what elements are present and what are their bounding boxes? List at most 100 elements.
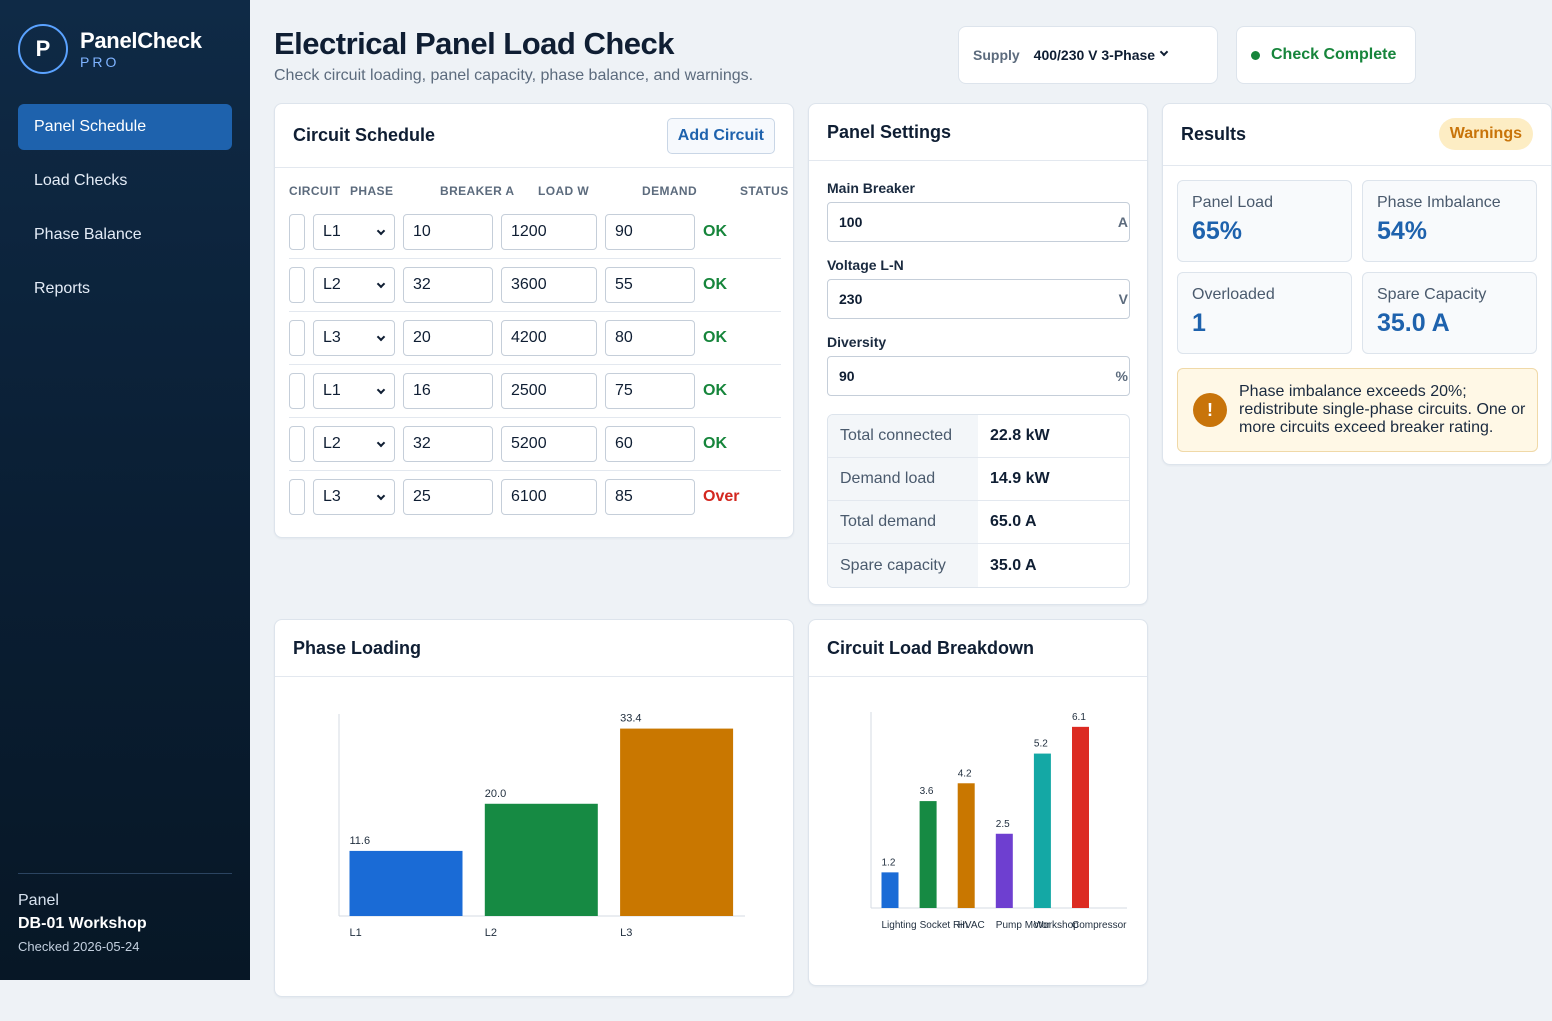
status-text: OK — [703, 382, 727, 399]
status-text: OK — [703, 435, 727, 452]
app-name: PanelCheck — [80, 28, 202, 53]
sidebar-nav: Panel Schedule Load Checks Phase Balance… — [18, 104, 232, 320]
status-text: OK — [703, 276, 727, 293]
panel-info: Panel DB-01 Workshop Checked 2026-05-24 — [18, 873, 232, 954]
add-circuit-button[interactable]: Add Circuit — [666, 118, 775, 154]
phase-select[interactable]: L3 — [313, 320, 395, 356]
results-title: Results — [1181, 124, 1247, 144]
demand-input[interactable]: 75 — [605, 373, 695, 409]
main-breaker-unit: A — [1117, 214, 1128, 230]
phase-select[interactable]: L1 — [313, 214, 395, 250]
phase-loading-chart: 11.6 L1 20.0 L2 33.4 L3 — [338, 713, 745, 939]
panel-info-label: Panel — [18, 892, 59, 909]
summary-value: 22.8 kW — [990, 427, 1050, 444]
phase-select[interactable]: L2 — [313, 267, 395, 303]
phase-select[interactable]: L3 — [313, 479, 395, 515]
phase-value: L2 — [323, 276, 341, 293]
col-breaker: BREAKER A — [440, 184, 515, 198]
warning-text: Phase imbalance exceeds 20%; redistribut… — [1239, 383, 1526, 436]
summary-key: Spare capacity — [828, 544, 978, 587]
metric-value: 54% — [1377, 217, 1428, 245]
load-input[interactable]: 4200 — [501, 320, 597, 356]
page-title: Electrical Panel Load Check — [274, 26, 675, 61]
breaker-input[interactable]: 32 — [403, 426, 493, 462]
circuit-name-input[interactable] — [289, 320, 305, 356]
diversity-value: 90 — [839, 368, 855, 384]
metric-value: 65% — [1192, 217, 1243, 245]
demand-input[interactable]: 55 — [605, 267, 695, 303]
data-label: 5.2 — [1034, 739, 1048, 750]
phase-value: L1 — [323, 223, 341, 240]
panel-settings-title: Panel Settings — [827, 121, 952, 142]
metric-panel-load: Panel Load 65% — [1177, 180, 1352, 262]
breaker-input[interactable]: 32 — [403, 267, 493, 303]
summary-key: Total demand — [828, 501, 978, 543]
table-row: L1 16 2500 75 OK — [289, 365, 781, 418]
breaker-input[interactable]: 25 — [403, 479, 493, 515]
load-input[interactable]: 5200 — [501, 426, 597, 462]
demand-input[interactable]: 85 — [605, 479, 695, 515]
circuit-name-input[interactable] — [289, 373, 305, 409]
data-label: 33.4 — [620, 713, 641, 725]
metric-label: Spare Capacity — [1377, 286, 1487, 303]
data-label: 1.2 — [882, 857, 896, 868]
diversity-input[interactable]: 90 % — [827, 356, 1130, 396]
nav-item-phase-balance[interactable]: Phase Balance — [34, 226, 142, 243]
breaker-input[interactable]: 20 — [403, 320, 493, 356]
col-phase: PHASE — [350, 184, 394, 198]
status-text: OK — [703, 329, 727, 346]
metric-spare-capacity: Spare Capacity 35.0 A — [1362, 272, 1537, 354]
phase-select[interactable]: L2 — [313, 426, 395, 462]
voltage-label: Voltage L-N — [827, 257, 904, 273]
nav-item-load-checks[interactable]: Load Checks — [34, 172, 128, 189]
load-input[interactable]: 6100 — [501, 479, 597, 515]
check-status: Check Complete — [1236, 26, 1416, 84]
load-input[interactable]: 1200 — [501, 214, 597, 250]
load-input[interactable]: 3600 — [501, 267, 597, 303]
checked-date: Checked 2026-05-24 — [18, 939, 140, 954]
circuit-name-input[interactable] — [289, 267, 305, 303]
tick-label: L1 — [350, 927, 362, 939]
nav-item-panel-schedule[interactable]: Panel Schedule — [18, 104, 232, 150]
breaker-input[interactable]: 10 — [403, 214, 493, 250]
circuit-name-input[interactable] — [289, 479, 305, 515]
panel-settings-card: Panel Settings Main Breaker 100 A Voltag… — [808, 103, 1148, 605]
metric-overloaded: Overloaded 1 — [1177, 272, 1352, 354]
demand-input[interactable]: 90 — [605, 214, 695, 250]
summary-row: Total connected 22.8 kW — [828, 415, 1129, 458]
metric-label: Phase Imbalance — [1377, 194, 1501, 211]
nav-item-reports[interactable]: Reports — [34, 280, 91, 297]
circuit-name-input[interactable] — [289, 214, 305, 250]
demand-input[interactable]: 60 — [605, 426, 695, 462]
phase-loading-card: Phase Loading 11.6 L1 20.0 L2 33.4 L3 — [274, 619, 794, 997]
circuit-name-input[interactable] — [289, 426, 305, 462]
supply-selector[interactable]: Supply 400/230 V 3-Phase — [958, 26, 1218, 84]
col-demand: DEMAND — [642, 184, 698, 198]
tick-label: L3 — [620, 927, 632, 939]
metric-label: Overloaded — [1192, 286, 1275, 303]
phase-value: L3 — [323, 488, 341, 505]
tick-label: Compressor — [1072, 920, 1127, 931]
app-logo: P — [18, 24, 68, 74]
chevron-down-icon — [376, 438, 386, 448]
voltage-input[interactable]: 230 V — [827, 279, 1130, 319]
panel-name: DB-01 Workshop — [18, 915, 147, 932]
app-tier: PRO — [80, 54, 120, 70]
demand-input[interactable]: 80 — [605, 320, 695, 356]
circuit-breakdown-title: Circuit Load Breakdown — [827, 637, 1035, 658]
col-circuit: CIRCUIT — [289, 184, 341, 198]
load-input[interactable]: 2500 — [501, 373, 597, 409]
data-label: 2.5 — [996, 819, 1010, 830]
breaker-input[interactable]: 16 — [403, 373, 493, 409]
status-text: Over — [703, 488, 740, 505]
status-dot-icon — [1251, 50, 1260, 60]
diversity-unit: % — [1115, 368, 1128, 384]
sidebar: P PanelCheck PRO Panel Schedule Load Che… — [0, 0, 250, 980]
table-header: CIRCUIT PHASE BREAKER A LOAD W DEMAND ST… — [275, 184, 793, 198]
bar — [957, 783, 975, 908]
supply-label: Supply — [973, 47, 1020, 63]
phase-select[interactable]: L1 — [313, 373, 395, 409]
tick-label: Pump Motor — [996, 920, 1051, 931]
main-breaker-input[interactable]: 100 A — [827, 202, 1130, 242]
table-row: L1 10 1200 90 OK — [289, 206, 781, 259]
